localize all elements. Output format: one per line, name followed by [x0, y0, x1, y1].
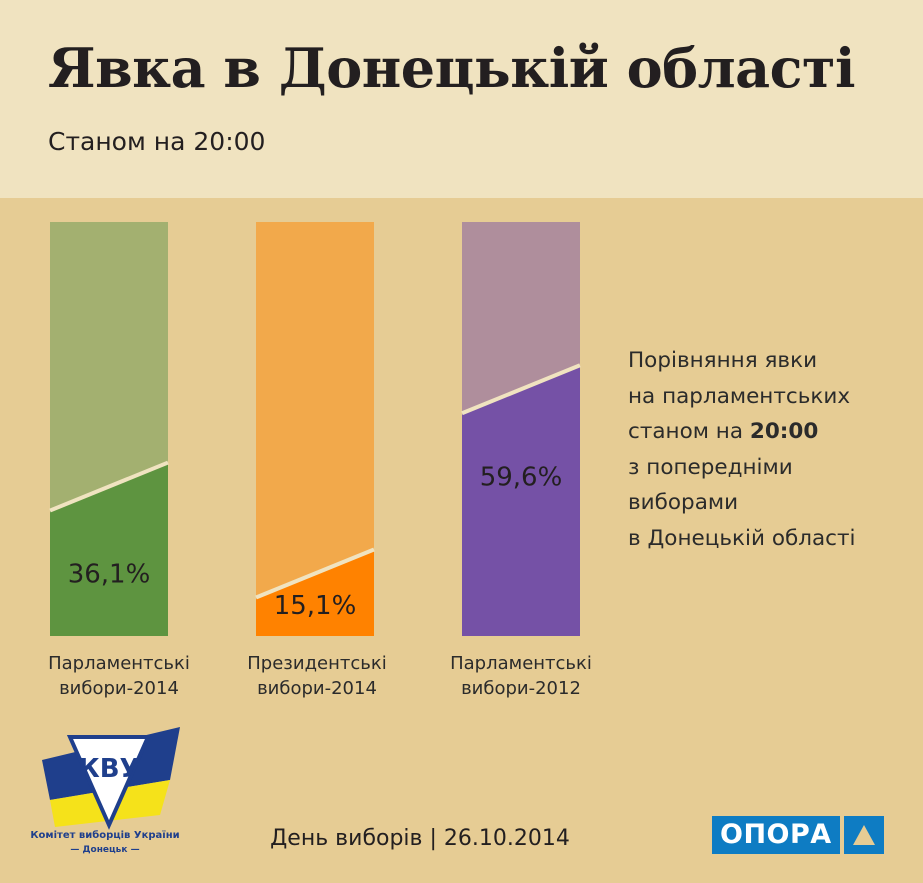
- bar-value-1: [256, 549, 374, 636]
- bar-label-0: Парламентські вибори-2014: [4, 651, 234, 701]
- kvu-logo-text: КВУ: [78, 754, 139, 784]
- bar-label-0-line2: вибори-2014: [59, 678, 179, 699]
- side-note-time: 20:00: [749, 419, 819, 444]
- kvu-logo-icon: КВУ: [42, 727, 180, 830]
- bar-label-1: Президентські вибори-2014: [202, 651, 432, 701]
- side-note-line4: з попередніми: [628, 454, 793, 480]
- bar-value-2: [462, 365, 580, 636]
- side-note-line5: виборами: [628, 490, 739, 515]
- page-subtitle: Станом на 20:00: [48, 127, 266, 156]
- page-title: Явка в Донецькій області: [48, 36, 856, 100]
- turnout-chart: 36,1% 15,1% 59,6%: [49, 222, 581, 636]
- side-note: Порівняння явки на парламентських станом…: [628, 343, 908, 556]
- bar-label-0-line1: Парламентські: [48, 653, 190, 674]
- kvu-caption: Комітет виборців України: [30, 830, 180, 841]
- bar-data-label-0: 36,1%: [68, 560, 151, 590]
- side-note-line2: на парламентських: [628, 383, 851, 409]
- side-note-line3: станом на 20:00: [628, 414, 908, 450]
- bar-divider-0: [49, 460, 169, 513]
- side-note-line1: Порівняння явки: [628, 348, 818, 373]
- bar-data-label-1: 15,1%: [274, 591, 357, 621]
- opora-logo: ОПОРА: [712, 816, 884, 854]
- bar-divider-1: [255, 547, 375, 600]
- side-note-line3-prefix: станом на: [628, 419, 750, 444]
- bar-label-2-line2: вибори-2012: [461, 678, 581, 699]
- bar-label-1-line2: вибори-2014: [257, 678, 377, 699]
- footer-date: День виборів | 26.10.2014: [270, 826, 570, 851]
- kvu-city: — Донецьк —: [70, 845, 140, 855]
- bar-divider-2: [461, 363, 581, 416]
- opora-triangle-icon: [843, 816, 884, 854]
- bar-label-2: Парламентські вибори-2012: [406, 651, 636, 701]
- bar-label-1-line1: Президентські: [247, 653, 387, 674]
- header: Явка в Донецькій області Станом на 20:00: [0, 0, 923, 198]
- bar-value-0: [50, 462, 168, 636]
- side-note-line6: в Донецькій області: [628, 525, 856, 551]
- bar-data-label-2: 59,6%: [480, 462, 563, 492]
- bar-label-2-line1: Парламентські: [450, 653, 592, 674]
- opora-logo-text: ОПОРА: [712, 816, 840, 854]
